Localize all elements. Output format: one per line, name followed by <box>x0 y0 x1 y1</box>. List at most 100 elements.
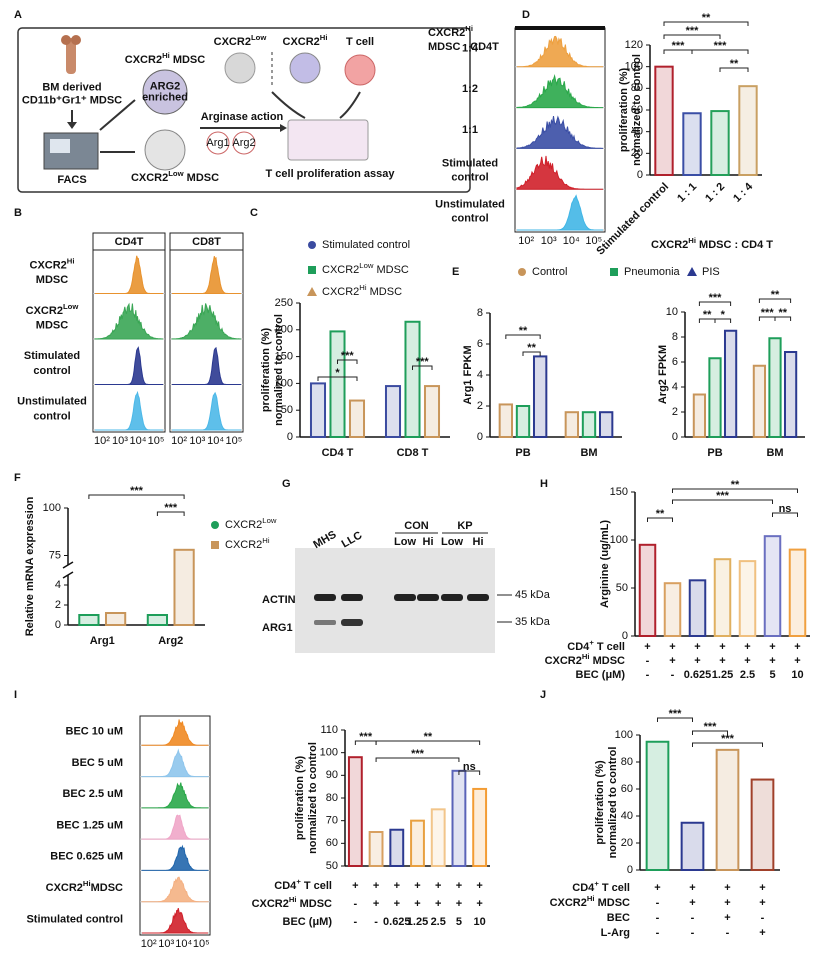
bar <box>654 65 674 176</box>
text-part: MDSC <box>367 286 403 298</box>
column-header-frame <box>169 232 244 251</box>
histogram <box>94 302 164 340</box>
column-header-frame <box>92 232 166 251</box>
schematic-text: enriched <box>142 91 188 103</box>
bar <box>692 393 707 438</box>
legend-label: CXCR2Hi MDSC <box>322 283 402 298</box>
flow-frame <box>139 715 211 936</box>
condition-value: 10 <box>474 916 486 928</box>
x-tick-label: BM <box>766 447 783 459</box>
schematic-text: CXCR2Low <box>214 33 267 48</box>
legend-label: CXCR2Low <box>225 516 277 531</box>
row-label: MDSC <box>36 274 68 286</box>
superscript: + <box>296 877 301 886</box>
x-tick-label: 1 : 1 <box>675 181 699 205</box>
bar <box>104 612 127 626</box>
significance-label: *** <box>411 748 425 760</box>
significance-label: *** <box>130 485 144 497</box>
bar <box>715 748 740 871</box>
low-cluster <box>224 52 256 84</box>
legend-marker <box>211 521 219 529</box>
histogram <box>172 346 241 385</box>
schematic-text: FACS <box>57 174 86 186</box>
condition-value: + <box>352 880 358 892</box>
panel-label: H <box>540 478 548 490</box>
x-tick-label: 10⁵ <box>148 435 165 447</box>
condition-value: + <box>476 898 482 910</box>
y-tick-label: 60 <box>326 837 338 849</box>
text-part: CXCR2 <box>125 54 162 66</box>
row-label: BEC 1.25 uM <box>56 819 123 831</box>
x-tick-label: 10² <box>94 435 110 447</box>
condition-value: + <box>394 880 400 892</box>
facs-screen <box>50 139 70 153</box>
legend-label: Stimulated control <box>322 239 410 251</box>
row-label: 1:1 <box>462 124 478 136</box>
histogram <box>141 719 209 746</box>
condition-value: + <box>724 912 730 924</box>
significance-bracket <box>412 365 433 370</box>
x-tick-label: 10³ <box>189 435 205 447</box>
text-part: CXCR2 <box>225 519 262 531</box>
y-axis-label: Arg2 FPKM <box>657 345 669 404</box>
flow-frame <box>169 249 244 433</box>
histogram <box>517 35 603 68</box>
axis-break <box>62 561 74 569</box>
assay-plate <box>287 119 369 161</box>
significance-bracket <box>719 67 749 72</box>
significance-label: ** <box>703 309 712 321</box>
text-part: CD4 <box>567 641 590 653</box>
significance-label: *** <box>164 502 178 514</box>
histogram <box>142 907 208 934</box>
y-tick-label: 50 <box>616 582 628 594</box>
condition-value: + <box>435 880 441 892</box>
significance-label: *** <box>672 40 686 52</box>
significance-label: ** <box>779 307 788 319</box>
superscript: Hi <box>162 51 170 60</box>
text-part: CD4 <box>274 880 297 892</box>
condition-value: - <box>691 927 695 939</box>
histogram <box>141 844 209 871</box>
band <box>467 594 489 601</box>
condition-value: 5 <box>456 916 462 928</box>
bar <box>498 403 514 439</box>
x-tick-label: 1 : 4 <box>731 180 756 205</box>
arg1-circle <box>206 131 230 155</box>
bar <box>688 579 707 638</box>
x-tick-label: 10² <box>518 235 534 247</box>
y-axis-label: Arginine (ug/mL) <box>599 520 611 608</box>
text-part: MDSC <box>590 655 626 667</box>
row-label: Stimulated <box>24 350 80 362</box>
y-tick-label: 100 <box>615 729 633 741</box>
tcell-cluster <box>344 54 376 86</box>
bar <box>738 85 758 176</box>
band <box>394 594 416 601</box>
row-label: control <box>33 411 70 423</box>
histogram <box>141 748 209 778</box>
legend-label: Pneumonia <box>624 266 681 278</box>
legend-marker <box>308 241 316 249</box>
y-tick-label: 100 <box>320 747 338 759</box>
x-tick-label: CD8 T <box>397 447 429 459</box>
x-axis-label: CXCR2Hi MDSC : CD4 T <box>651 236 773 251</box>
y-tick-label: 120 <box>625 39 643 51</box>
x-tick-label: 10⁵ <box>585 235 602 247</box>
x-tick-label: 1 : 2 <box>703 181 727 205</box>
condition-label: BEC <box>607 912 630 924</box>
condition-value: + <box>769 655 775 667</box>
arg2-circle <box>232 131 256 155</box>
bar <box>384 385 402 438</box>
bar <box>581 411 597 439</box>
bar <box>598 411 614 439</box>
condition-value: + <box>794 655 800 667</box>
legend-label: Control <box>532 266 567 278</box>
group-label: CON <box>404 520 429 532</box>
condition-value: 10 <box>791 669 803 681</box>
condition-value: + <box>719 641 725 653</box>
bar <box>723 329 738 438</box>
x-tick-label: 10³ <box>541 235 557 247</box>
y-tick-label: 0 <box>477 431 483 443</box>
x-tick-label: 10³ <box>112 435 128 447</box>
arrow-head <box>280 124 287 132</box>
condition-value: 0.625 <box>383 916 411 928</box>
